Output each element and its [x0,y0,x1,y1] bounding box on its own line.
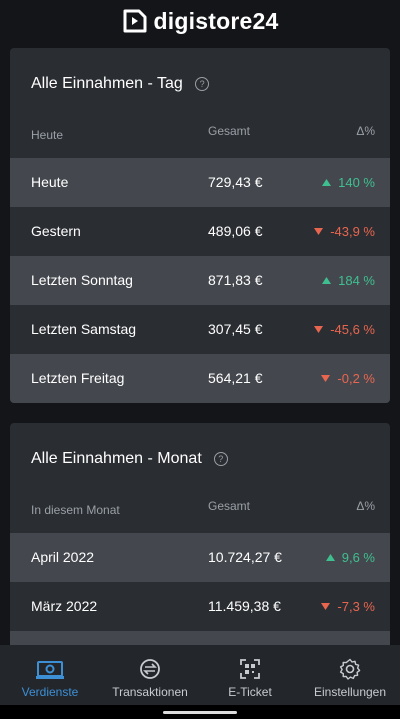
table-row[interactable]: Letzten Sonntag 871,83 € 184 % [10,256,390,305]
row-delta: 9,6 % [325,550,375,565]
day-card: Alle Einnahmen - Tag? Heute Gesamt Δ% Heute 7… [10,48,390,403]
column-header: Gesamt [208,499,251,513]
row-label: Letzten Sonntag [31,272,133,288]
trend-arrow [314,326,324,333]
system-bar [0,705,400,719]
trend-arrow [321,603,331,610]
help-icon[interactable]: ? [213,452,228,466]
row-amount: 10.724,27 € [208,549,282,565]
nav-item[interactable]: Verdienste [0,645,100,705]
nav-item[interactable]: Einstellungen [300,645,400,705]
home-indicator [163,711,237,714]
card-title: Alle Einnahmen - Monat [31,450,202,467]
row-delta: -0,2 % [321,371,375,386]
nav-icon [36,661,64,679]
trend-arrow-shape [322,179,332,186]
table-row[interactable]: Letzten Samstag 307,45 € -45,6 % [10,305,390,354]
table-row[interactable]: Letzten Freitag 564,21 € -0,2 % [10,354,390,403]
trend-arrow-shape [322,277,332,284]
row-amount: 871,83 € [208,272,263,288]
row-label: Letzten Samstag [31,321,137,337]
row-amount: 729,43 € [208,174,263,190]
row-label: April 2022 [31,549,95,565]
table-row[interactable]: Heute 729,43 € 140 % [10,158,390,207]
column-header: In diesem Monat [31,503,120,517]
trend-arrow-shape [314,326,324,333]
trend-arrow-shape [325,554,335,561]
column-header: Gesamt [208,124,251,138]
row-delta: -7,3 % [321,599,375,614]
card-title: Alle Einnahmen - Tag [31,75,183,92]
delta-value: -43,9 % [330,224,375,239]
row-amount: 489,06 € [208,223,263,239]
bottom-nav: Verdienste Transaktionen E-Ticket Einste… [0,645,400,705]
help-icon[interactable]: ? [195,77,210,91]
delta-value: 184 % [338,273,375,288]
nav-icon [339,658,361,680]
trend-arrow [325,554,335,561]
nav-label: Transaktionen [112,685,188,699]
trend-arrow-shape [321,603,331,610]
row-delta: -43,9 % [314,224,375,239]
row-delta: -45,6 % [314,322,375,337]
delta-value: 140 % [338,175,375,190]
row-delta: 184 % [322,273,375,288]
delta-value: -45,6 % [330,322,375,337]
trend-arrow [322,179,332,186]
row-amount: 11.459,38 € [208,598,281,614]
delta-value: -0,2 % [337,371,375,386]
delta-value: -7,3 % [337,599,375,614]
row-label: März 2022 [31,598,98,614]
logo-icon [123,9,147,33]
trend-arrow [314,228,324,235]
logo-text: digistore24 [153,7,279,34]
row-amount: 564,21 € [208,370,263,386]
trend-arrow [321,375,331,382]
row-label: Heute [31,174,69,190]
delta-value: 9,6 % [341,550,375,565]
trend-arrow [322,277,332,284]
row-label: Letzten Freitag [31,370,125,386]
row-amount: 307,45 € [208,321,263,337]
month-card: Alle Einnahmen - Monat? In diesem Monat Ge… [10,423,390,663]
row-delta: 140 % [322,175,375,190]
table-row[interactable]: April 2022 10.724,27 € 9,6 % [10,533,390,582]
nav-label: Verdienste [21,685,79,699]
app-header: digistore24 [0,0,400,42]
column-header: Δ% [356,124,375,138]
column-header: Heute [31,128,64,142]
table-row[interactable]: März 2022 11.459,38 € -7,3 % [10,582,390,631]
table-row[interactable]: Gestern 489,06 € -43,9 % [10,207,390,256]
column-header: Δ% [356,499,375,513]
row-label: Gestern [31,223,81,239]
trend-arrow-shape [321,375,331,382]
trend-arrow-shape [314,228,324,235]
nav-label: E-Ticket [228,685,272,699]
nav-item[interactable]: Transaktionen [100,645,200,705]
nav-icon [140,659,160,679]
nav-icon [240,659,260,679]
nav-label: Einstellungen [313,685,387,699]
nav-item[interactable]: E-Ticket [200,645,300,705]
